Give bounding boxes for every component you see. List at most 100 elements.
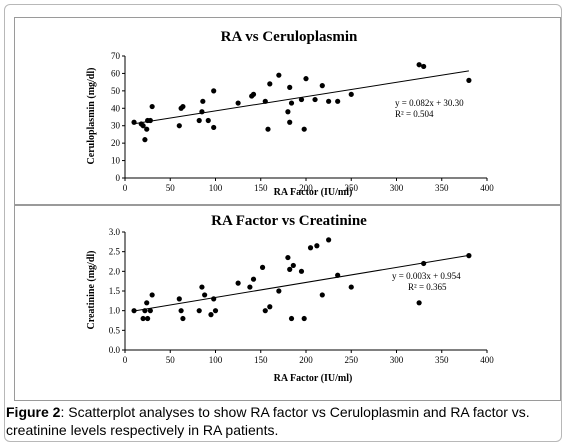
data-point xyxy=(235,280,241,286)
data-point xyxy=(267,304,273,310)
data-point xyxy=(212,308,219,314)
y-tick-label: 70 xyxy=(111,51,121,61)
r-squared-label: R² = 0.504 xyxy=(395,109,434,119)
x-tick-label: 150 xyxy=(254,355,268,365)
data-point xyxy=(211,124,217,131)
data-point xyxy=(285,109,291,115)
creatinine-chart-panel: RA Factor vs Creatinine Creatinine (mg/d… xyxy=(14,205,561,401)
data-point xyxy=(335,98,341,104)
x-tick-label: 0 xyxy=(123,355,128,365)
data-point xyxy=(416,62,422,68)
data-point xyxy=(196,117,202,124)
x-axis-label: RA Factor (IU/ml) xyxy=(274,187,353,198)
y-tick-label: 1.0 xyxy=(109,306,121,316)
data-point xyxy=(199,109,205,115)
data-point xyxy=(319,292,325,298)
x-tick-label: 200 xyxy=(299,355,313,365)
data-point xyxy=(142,308,148,314)
data-point xyxy=(287,266,293,272)
r-squared-label: R² = 0.365 xyxy=(408,282,447,292)
y-tick-label: 0 xyxy=(116,173,121,183)
data-point xyxy=(250,276,257,282)
data-point xyxy=(205,117,211,124)
data-point xyxy=(466,77,472,83)
x-tick-label: 300 xyxy=(390,355,404,365)
data-point xyxy=(235,100,241,106)
data-point xyxy=(250,91,257,97)
data-point xyxy=(149,292,155,298)
y-tick-label: 0.5 xyxy=(109,325,121,335)
data-point xyxy=(287,119,293,125)
data-point xyxy=(259,264,266,270)
data-point xyxy=(180,315,186,322)
data-point xyxy=(144,126,150,132)
trendline xyxy=(133,254,469,312)
figure-frame: RA vs Ceruloplasmin Ceruloplasmin (mg/dl… xyxy=(4,4,562,442)
y-tick-label: 60 xyxy=(111,68,121,78)
data-point xyxy=(301,126,307,132)
x-tick-label: 50 xyxy=(166,183,176,193)
data-point xyxy=(211,296,217,302)
x-tick-label: 0 xyxy=(123,183,128,193)
y-axis-label: Creatinine (mg/dl) xyxy=(86,251,97,330)
data-point xyxy=(262,308,268,314)
x-tick-label: 100 xyxy=(209,183,223,193)
trendline-equation: y = 0.082x + 30.30 xyxy=(395,98,464,108)
data-point xyxy=(176,123,182,129)
x-tick-label: 350 xyxy=(435,355,449,365)
ceruloplasmin-scatter-chart: RA vs Ceruloplasmin Ceruloplasmin (mg/dl… xyxy=(86,29,494,198)
data-point xyxy=(348,284,354,290)
data-point xyxy=(145,315,151,322)
y-axis-label: Ceruloplasmin (mg/dl) xyxy=(86,68,97,165)
data-point xyxy=(147,308,153,314)
caption-text: : Scatterplot analyses to show RA factor… xyxy=(6,404,530,438)
figure-caption: Figure 2: Scatterplot analyses to show R… xyxy=(6,403,562,439)
data-point xyxy=(285,254,291,261)
data-point xyxy=(262,98,268,104)
data-point xyxy=(131,308,137,314)
data-point xyxy=(276,288,282,294)
data-point xyxy=(276,72,282,78)
data-point xyxy=(290,262,296,269)
x-tick-label: 300 xyxy=(390,183,404,193)
data-point xyxy=(288,315,295,322)
data-point xyxy=(208,312,214,318)
x-tick-label: 200 xyxy=(299,183,313,193)
data-point xyxy=(142,137,148,143)
chart-title: RA vs Ceruloplasmin xyxy=(221,29,358,45)
data-point xyxy=(140,315,146,322)
y-tick-label: 20 xyxy=(111,138,121,148)
data-point xyxy=(326,237,332,243)
data-point xyxy=(348,91,354,97)
x-tick-label: 250 xyxy=(345,355,359,365)
data-point xyxy=(180,103,186,110)
ceruloplasmin-chart-panel: RA vs Ceruloplasmin Ceruloplasmin (mg/dl… xyxy=(14,17,561,205)
x-tick-label: 350 xyxy=(435,183,449,193)
x-tick-label: 50 xyxy=(166,355,176,365)
data-point xyxy=(416,300,422,306)
data-point xyxy=(199,284,205,290)
data-point xyxy=(303,76,309,82)
x-axis-label: RA Factor (IU/ml) xyxy=(274,373,353,384)
y-tick-label: 40 xyxy=(111,103,121,113)
data-point xyxy=(176,296,182,302)
data-point xyxy=(140,123,146,129)
y-tick-label: 30 xyxy=(111,121,121,131)
y-tick-label: 10 xyxy=(111,156,121,166)
data-point xyxy=(200,98,206,104)
creatinine-scatter-chart: RA Factor vs Creatinine Creatinine (mg/d… xyxy=(86,213,494,384)
data-point xyxy=(131,119,137,125)
data-point xyxy=(211,88,217,94)
data-point xyxy=(247,284,253,290)
y-tick-label: 1.5 xyxy=(109,286,121,296)
data-point xyxy=(298,268,305,274)
data-point xyxy=(149,103,155,110)
data-point xyxy=(196,308,202,314)
chart-title: RA Factor vs Creatinine xyxy=(211,213,367,229)
data-point xyxy=(202,292,208,298)
y-tick-label: 2.0 xyxy=(109,266,121,276)
data-point xyxy=(466,253,472,259)
x-tick-label: 400 xyxy=(480,183,494,193)
data-point xyxy=(178,308,184,314)
data-point xyxy=(335,272,341,278)
